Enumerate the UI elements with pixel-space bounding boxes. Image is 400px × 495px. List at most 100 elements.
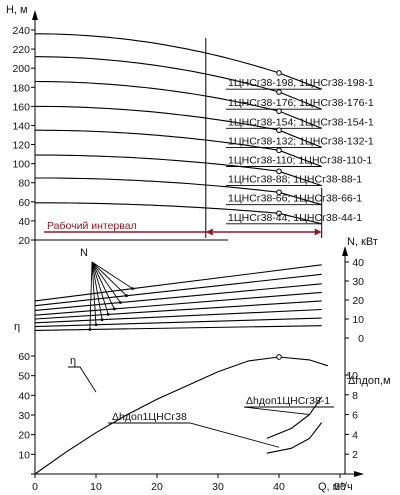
head-tick-label: 100 bbox=[12, 159, 30, 171]
x-tick-label: 40 bbox=[273, 481, 285, 493]
npsh-tick-label: 4 bbox=[352, 429, 358, 441]
series-label: 1ЦНСг38-154; 1ЦНСг38-154-1 bbox=[228, 116, 374, 128]
power-leader bbox=[91, 261, 109, 315]
eff-tick-label: 50 bbox=[18, 371, 30, 383]
eff-tick-label: 10 bbox=[18, 449, 30, 461]
head-curve bbox=[35, 177, 322, 206]
series-label: 1ЦНСг38-176; 1ЦНСг38-176-1 bbox=[228, 97, 374, 109]
power-curve bbox=[34, 325, 322, 331]
power-leader-tip bbox=[119, 301, 122, 304]
bottom-axis-arrow bbox=[354, 471, 364, 477]
head-curve bbox=[35, 56, 322, 110]
power-tick-label: 10 bbox=[352, 314, 364, 326]
power-leader bbox=[89, 261, 93, 330]
power-curve bbox=[34, 317, 322, 328]
eff-tick-label: 60 bbox=[18, 351, 30, 363]
power-tick-label: 40 bbox=[352, 257, 364, 269]
power-curve bbox=[34, 291, 322, 316]
head-tick-label: 140 bbox=[12, 120, 30, 132]
npsh-tick-label: 10 bbox=[346, 370, 358, 382]
npsh-axis-title: Δhдоп,м bbox=[348, 375, 391, 387]
head-curve bbox=[34, 154, 322, 187]
head-curve bbox=[34, 80, 322, 129]
efficiency-curve-label: η bbox=[70, 355, 76, 367]
head-curve bbox=[35, 105, 322, 148]
series-label: 1ЦНСг38-110; 1ЦНСг38-110-1 bbox=[228, 155, 372, 167]
power-tick-label: 0 bbox=[358, 333, 364, 345]
design-point-marker bbox=[276, 127, 282, 134]
design-point-marker bbox=[276, 108, 282, 114]
series-label: 1ЦНСг38-88; 1ЦНСг38-88-1 bbox=[228, 174, 362, 186]
axes-layer bbox=[31, 10, 364, 478]
x-tick-label: 20 bbox=[151, 481, 163, 493]
head-tick-label: 20 bbox=[18, 235, 30, 247]
power-tick-label: 20 bbox=[352, 295, 364, 307]
design-point-marker bbox=[276, 89, 282, 95]
power-leader-tip bbox=[94, 323, 98, 327]
head-tick-label: 200 bbox=[12, 63, 30, 75]
efficiency-max-marker bbox=[276, 354, 282, 360]
series-label: 1ЦНСг38-66; 1ЦНСг38-66-1 bbox=[228, 193, 362, 205]
design-point-marker bbox=[276, 210, 282, 217]
design-point-marker bbox=[276, 168, 282, 175]
power-tick-label: 30 bbox=[352, 276, 364, 288]
power-curve bbox=[34, 300, 322, 320]
head-tick-label: 160 bbox=[12, 101, 30, 113]
head-tick-label: 220 bbox=[12, 44, 30, 56]
power-leader bbox=[91, 261, 103, 320]
power-leader bbox=[91, 261, 121, 303]
npsh-tick-label: 2 bbox=[352, 449, 358, 461]
series-label: 1ЦНСг38-44; 1ЦНСг38-44-1 bbox=[228, 212, 362, 224]
power-marker-label: N bbox=[80, 247, 88, 259]
npsh-curve bbox=[266, 422, 323, 454]
head-tick-label: 40 bbox=[18, 216, 30, 228]
power-leader bbox=[91, 261, 133, 290]
head-curve bbox=[35, 129, 322, 168]
head-tick-label: 60 bbox=[18, 197, 30, 209]
right-axis-arrow bbox=[342, 246, 348, 256]
npsh-curve bbox=[266, 396, 323, 439]
head-axis-title: H, м bbox=[6, 4, 28, 16]
power-curve bbox=[34, 283, 322, 311]
power-curve bbox=[34, 273, 322, 307]
x-tick-label: 30 bbox=[212, 481, 224, 493]
efficiency-curve bbox=[34, 356, 328, 475]
working-interval-arrow bbox=[314, 228, 322, 236]
power-curve bbox=[34, 308, 322, 324]
power-leader-tip bbox=[112, 307, 116, 311]
eff-axis-title: η bbox=[14, 321, 20, 333]
npsh-series-label: Δhдоп1ЦНСг38 bbox=[112, 411, 187, 423]
eff-tick-label: 30 bbox=[18, 410, 30, 422]
x-tick-label: 50 bbox=[334, 481, 346, 493]
power-leader-tip bbox=[88, 328, 92, 331]
series-label: 1ЦНСг38-132; 1ЦНСг38-132-1 bbox=[228, 135, 374, 147]
power-leader bbox=[91, 261, 97, 325]
eff-tick-label: 20 bbox=[18, 430, 30, 442]
efficiency-leader bbox=[68, 366, 97, 393]
left-axis-arrow bbox=[32, 10, 38, 20]
power-leader-tip bbox=[131, 287, 135, 291]
head-tick-label: 240 bbox=[12, 25, 30, 37]
power-axis-title: N, кВт bbox=[347, 236, 378, 248]
power-leader-tip bbox=[100, 318, 104, 322]
power-leader bbox=[91, 261, 115, 310]
design-point-marker bbox=[276, 70, 282, 76]
head-curve bbox=[35, 33, 322, 90]
x-axis-title: Q, м³/ч bbox=[318, 481, 353, 493]
power-curve bbox=[34, 264, 322, 302]
npsh-tick-label: 6 bbox=[352, 410, 358, 422]
x-tick-label: 10 bbox=[90, 481, 102, 493]
x-tick-label: 0 bbox=[32, 481, 38, 493]
head-curve bbox=[35, 202, 322, 225]
curves-layer bbox=[34, 33, 334, 475]
power-leader-tip bbox=[125, 294, 128, 298]
head-tick-label: 80 bbox=[18, 178, 30, 190]
npsh-tick-label: 8 bbox=[352, 390, 358, 402]
design-point-marker bbox=[276, 147, 282, 154]
npsh-leader bbox=[243, 406, 334, 416]
working-interval-arrow bbox=[205, 228, 213, 236]
npsh-leader bbox=[108, 422, 280, 448]
head-tick-label: 120 bbox=[12, 140, 30, 152]
